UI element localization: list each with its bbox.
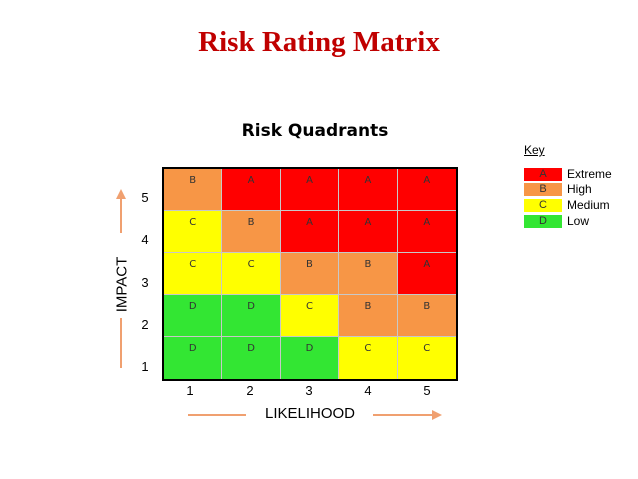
matrix-cell-rating: A [364, 175, 372, 186]
matrix-cell: C [164, 211, 223, 253]
matrix-cell: A [280, 211, 340, 253]
x-tick-1: 1 [186, 383, 194, 398]
matrix-cell-rating: D [188, 301, 197, 312]
matrix-cell-rating: C [189, 217, 197, 228]
x-tick-4: 4 [364, 383, 372, 398]
matrix-cell: C [280, 295, 340, 337]
key-swatch-a: A [524, 168, 562, 181]
matrix-cell-rating: B [423, 301, 431, 312]
matrix-cell: A [222, 169, 281, 211]
matrix-cell-rating: D [188, 343, 197, 354]
y-tick-2: 2 [141, 317, 149, 332]
matrix-cell-rating: D [305, 343, 314, 354]
matrix-subtitle: Risk Quadrants [241, 121, 389, 141]
matrix-cell: C [397, 337, 456, 379]
matrix-cell: B [164, 169, 223, 211]
x-tick-2: 2 [246, 383, 254, 398]
matrix-cell-rating: B [306, 259, 313, 270]
matrix-cell-rating: B [189, 175, 197, 186]
key-label-medium: Medium [567, 198, 610, 212]
x-axis-arrow [188, 410, 442, 420]
matrix-cell: B [339, 253, 398, 295]
matrix-cell: A [339, 211, 398, 253]
matrix-cell: B [397, 295, 456, 337]
matrix-cell: A [339, 169, 398, 211]
matrix-cell: D [222, 337, 281, 379]
y-axis-arrow [116, 189, 126, 368]
matrix-cell: A [397, 169, 456, 211]
key-label-low: Low [567, 214, 590, 228]
matrix-cell: D [222, 295, 281, 337]
matrix-cell: B [222, 211, 281, 253]
matrix-cell: D [164, 337, 223, 379]
matrix-cell-rating: A [364, 217, 372, 228]
matrix-cell-rating: B [364, 301, 372, 312]
key-swatch-c: C [524, 199, 562, 212]
matrix-cell-rating: C [247, 259, 255, 270]
key-title: Key [524, 143, 545, 157]
matrix-cell: C [339, 337, 398, 379]
y-tick-4: 4 [141, 232, 149, 247]
matrix-cell: B [280, 253, 340, 295]
matrix-cell-rating: A [247, 175, 255, 186]
key-label-extreme: Extreme [567, 167, 612, 181]
matrix-cell-rating: A [423, 217, 431, 228]
matrix-cell-rating: A [306, 217, 313, 228]
matrix-cell-rating: A [423, 259, 431, 270]
x-axis-title: LIKELIHOOD [264, 405, 356, 422]
matrix-cell-rating: B [364, 259, 372, 270]
matrix-cell-rating: C [189, 259, 197, 270]
page-title: Risk Rating Matrix [198, 26, 440, 58]
matrix-cell: A [280, 169, 340, 211]
risk-matrix-grid: B A A A A C B A A A C C B B A D D C B B D D D C C [162, 167, 458, 381]
matrix-cell-rating: D [247, 343, 255, 354]
y-tick-3: 3 [141, 275, 149, 290]
matrix-cell-rating: A [423, 175, 431, 186]
matrix-cell-rating: C [423, 343, 431, 354]
x-tick-3: 3 [305, 383, 313, 398]
matrix-cell-rating: A [306, 175, 313, 186]
matrix-cell: D [164, 295, 223, 337]
matrix-cell: A [397, 253, 456, 295]
y-tick-5: 5 [141, 190, 149, 205]
matrix-cell-rating: B [247, 217, 255, 228]
y-tick-1: 1 [141, 359, 149, 374]
matrix-cell: B [339, 295, 398, 337]
x-tick-5: 5 [423, 383, 431, 398]
matrix-cell-rating: D [247, 301, 255, 312]
matrix-cell: D [280, 337, 340, 379]
matrix-cell: C [164, 253, 223, 295]
matrix-cell: A [397, 211, 456, 253]
matrix-cell: C [222, 253, 281, 295]
key-label-high: High [567, 182, 592, 196]
key-swatch-b: B [524, 183, 562, 196]
matrix-cell-rating: C [364, 343, 372, 354]
matrix-cell-rating: C [306, 301, 313, 312]
key-swatch-d: D [524, 215, 562, 228]
